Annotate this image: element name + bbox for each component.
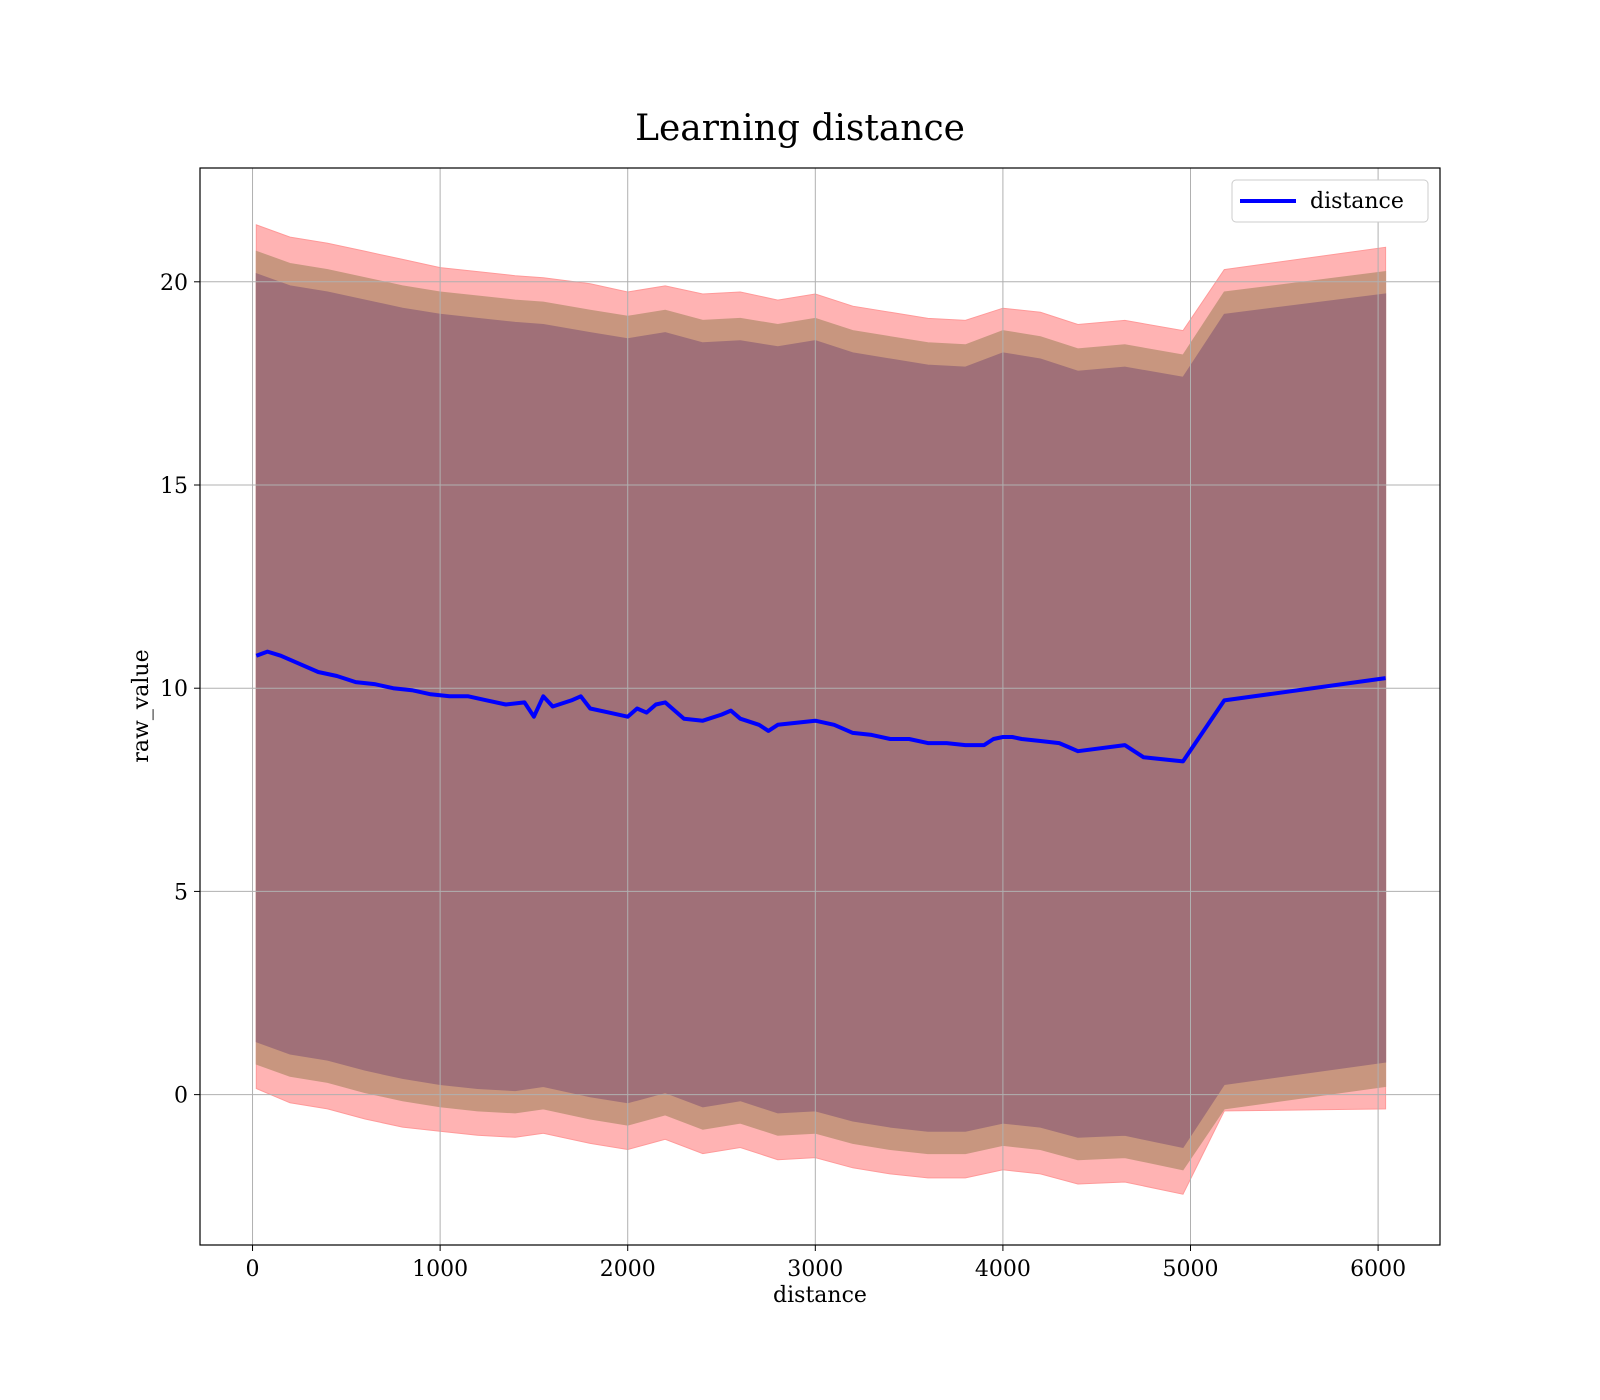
x-axis-label: distance bbox=[773, 1283, 867, 1308]
y-tick-label: 10 bbox=[160, 677, 188, 702]
x-tick-label: 6000 bbox=[1350, 1257, 1406, 1282]
x-tick-label: 0 bbox=[246, 1257, 260, 1282]
y-tick-label: 15 bbox=[160, 474, 188, 499]
x-tick-label: 2000 bbox=[600, 1257, 656, 1282]
series-line-distance bbox=[255, 649, 1386, 764]
plot-frame bbox=[199, 167, 1441, 1246]
error-bands bbox=[255, 224, 1387, 1195]
chart-title: Learning distance bbox=[635, 108, 965, 149]
y-tick-label: 20 bbox=[160, 271, 188, 296]
series-lines bbox=[255, 649, 1386, 764]
band-inner bbox=[255, 272, 1387, 1149]
grid-lines bbox=[200, 168, 1440, 1245]
legend-box bbox=[1231, 179, 1429, 223]
y-axis-label: raw_value bbox=[129, 649, 154, 762]
x-tick-label: 4000 bbox=[975, 1257, 1031, 1282]
x-tick-label: 3000 bbox=[787, 1257, 843, 1282]
x-tick-label: 1000 bbox=[412, 1257, 468, 1282]
x-tick-label: 5000 bbox=[1162, 1257, 1218, 1282]
legend: distance bbox=[1231, 179, 1429, 223]
y-tick-label: 0 bbox=[174, 1084, 188, 1109]
axis-ticks: 0 1000 2000 3000 4000 5000 6000 0 5 10 15 20 bbox=[160, 271, 1406, 1282]
legend-entry-distance: distance bbox=[1310, 189, 1404, 214]
y-tick-label: 5 bbox=[174, 880, 188, 905]
